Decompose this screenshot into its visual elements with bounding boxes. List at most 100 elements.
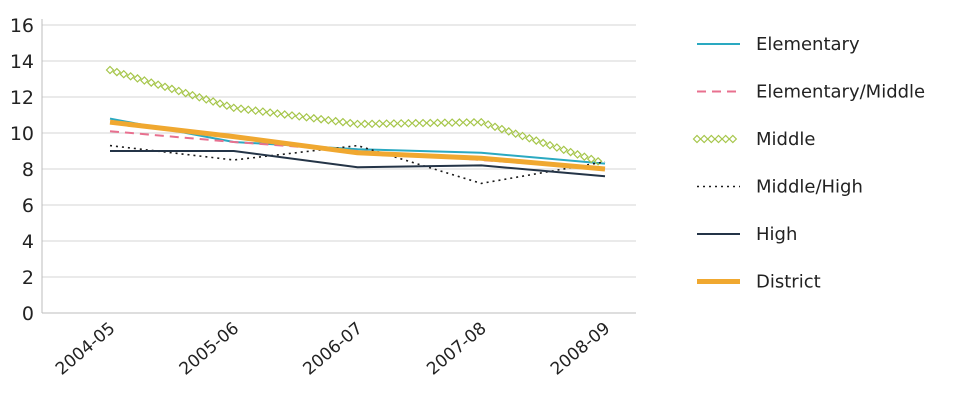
series-line-district xyxy=(109,119,606,172)
legend-label: High xyxy=(756,224,797,245)
y-tick-label: 0 xyxy=(22,303,34,325)
diamond-marker xyxy=(181,88,190,98)
axes xyxy=(41,19,636,314)
diamond-marker xyxy=(294,112,304,121)
diamond-marker xyxy=(243,105,253,115)
y-tick-label: 2 xyxy=(22,267,34,289)
diamond-marker xyxy=(338,117,348,127)
diamond-marker xyxy=(511,129,520,139)
diamond-marker xyxy=(195,92,204,102)
diamond-marker xyxy=(447,118,457,127)
x-tick-label: 2008-09 xyxy=(547,319,614,380)
series-line-middle xyxy=(105,65,603,166)
diamond-marker xyxy=(345,118,355,128)
diamond-marker xyxy=(396,119,406,128)
diamond-marker xyxy=(566,147,575,157)
diamond-marker xyxy=(215,99,225,108)
diamond-marker xyxy=(105,65,115,75)
diamond-marker xyxy=(153,80,163,90)
diamond-marker xyxy=(236,104,246,114)
legend-item-middle: Middle xyxy=(692,129,815,150)
diamond-marker xyxy=(476,117,486,127)
diamond-marker xyxy=(497,124,507,134)
diamond-marker xyxy=(706,134,716,144)
diamond-marker xyxy=(201,95,211,104)
legend-item-middle-high: Middle/High xyxy=(697,177,863,198)
diamond-marker xyxy=(140,76,149,85)
legend-item-elementary-middle: Elementary/Middle xyxy=(697,82,925,103)
diamond-marker xyxy=(208,97,218,106)
diamond-marker xyxy=(367,119,377,129)
y-tick-label: 8 xyxy=(22,159,34,181)
x-tick-label: 2006-07 xyxy=(299,319,366,380)
legend: Elementary Elementary/Middle Middle Middle/… xyxy=(692,34,925,293)
diamond-marker xyxy=(374,119,384,129)
diamond-marker xyxy=(538,138,548,148)
legend-swatch xyxy=(692,134,738,144)
y-tick-label: 10 xyxy=(10,123,34,145)
series-line-high xyxy=(110,150,606,178)
diamond-marker xyxy=(433,118,442,128)
diamond-marker xyxy=(174,86,184,96)
diamond-marker xyxy=(586,154,596,164)
diamond-marker xyxy=(692,134,702,144)
diamond-marker xyxy=(699,134,709,144)
x-tick-label: 2005-06 xyxy=(176,319,243,380)
diamond-marker xyxy=(382,119,391,128)
diamond-marker xyxy=(490,122,500,132)
diamond-marker xyxy=(455,118,464,127)
diamond-marker xyxy=(552,143,562,152)
legend-item-district: District xyxy=(697,272,821,293)
diamond-marker xyxy=(389,119,399,128)
diamond-marker xyxy=(167,84,177,94)
diamond-marker xyxy=(309,113,319,123)
diamond-marker xyxy=(411,118,421,128)
x-tick-label: 2007-08 xyxy=(423,319,490,380)
diamond-marker xyxy=(721,134,731,144)
diamond-marker xyxy=(265,108,275,117)
diamond-marker xyxy=(418,118,428,128)
diamond-marker xyxy=(404,118,413,128)
diamond-marker xyxy=(714,134,723,144)
y-tick-label: 16 xyxy=(10,15,34,37)
diamond-marker xyxy=(531,136,541,145)
x-tick-label: 2004-05 xyxy=(52,319,119,380)
diamond-marker xyxy=(360,119,370,129)
diamond-marker xyxy=(160,82,170,92)
diamond-marker xyxy=(251,106,260,116)
legend-label: District xyxy=(756,272,821,293)
diamond-marker xyxy=(324,115,333,125)
diamond-marker xyxy=(728,134,738,144)
diamond-marker xyxy=(331,116,341,126)
diamond-marker xyxy=(580,152,589,162)
x-axis-ticks: 2004-05 2005-06 2006-07 2007-08 2008-09 xyxy=(52,319,614,380)
diamond-marker xyxy=(525,133,534,143)
diamond-marker xyxy=(287,111,297,120)
diamond-marker xyxy=(112,67,122,77)
diamond-marker xyxy=(573,150,582,159)
diamond-marker xyxy=(258,107,268,116)
diamond-marker xyxy=(133,74,142,83)
diamond-marker xyxy=(273,109,282,118)
diamond-marker xyxy=(518,131,527,141)
diamond-marker xyxy=(483,120,493,129)
legend-label: Elementary xyxy=(756,34,860,55)
diamond-marker xyxy=(462,118,472,127)
diamond-marker xyxy=(593,156,603,166)
diamond-marker xyxy=(353,119,362,129)
y-axis-ticks: 0 2 4 6 8 10 12 14 16 xyxy=(10,15,34,325)
diamond-marker xyxy=(559,145,569,155)
legend-item-elementary: Elementary xyxy=(697,34,860,55)
diamond-marker xyxy=(425,118,435,128)
y-tick-label: 6 xyxy=(22,195,34,217)
diamond-marker xyxy=(440,118,450,128)
diamond-marker xyxy=(504,127,514,136)
y-tick-label: 14 xyxy=(10,51,34,73)
legend-label: Elementary/Middle xyxy=(756,82,925,103)
diamond-marker xyxy=(188,90,197,100)
legend-label: Middle xyxy=(756,129,815,150)
diamond-marker xyxy=(126,71,135,81)
diamond-marker xyxy=(316,114,326,124)
diamond-marker xyxy=(469,117,479,127)
